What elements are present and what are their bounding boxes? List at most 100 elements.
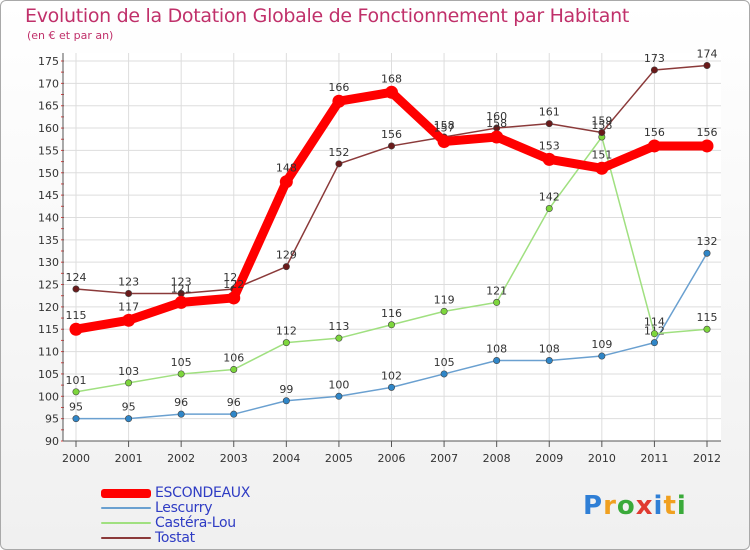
series-lescurry: 95 95 96 96 99 100 102 105 108 108 109 112 132 [69, 235, 718, 423]
proxiti-logo: Proxiti [583, 491, 687, 521]
data-point [493, 357, 501, 365]
chart-title: Evolution de la Dotation Globale de Fonc… [25, 5, 630, 27]
data-point [493, 298, 501, 306]
y-tick-label: 145 [38, 189, 59, 202]
data-label: 105 [434, 356, 455, 369]
data-label: 106 [223, 351, 244, 364]
data-point [72, 415, 80, 423]
data-label: 132 [697, 235, 718, 248]
data-label: 129 [276, 249, 297, 262]
data-point [282, 263, 290, 271]
x-tick-label: 2012 [693, 452, 721, 465]
y-tick-label: 125 [38, 279, 59, 292]
data-point [282, 339, 290, 347]
data-label: 113 [328, 320, 349, 333]
data-label: 112 [276, 325, 297, 338]
legend-swatch [101, 522, 151, 524]
data-point [69, 322, 83, 336]
data-point [387, 142, 395, 150]
data-point [650, 339, 658, 347]
y-tick-label: 130 [38, 256, 59, 269]
data-label: 173 [644, 52, 665, 65]
data-label: 158 [486, 117, 507, 130]
chart-subtitle: (en € et par an) [27, 29, 114, 42]
data-label: 95 [69, 401, 83, 414]
y-tick-label: 175 [38, 55, 59, 68]
data-point [227, 291, 241, 305]
data-point [437, 134, 451, 148]
data-point [72, 388, 80, 396]
data-point [230, 410, 238, 418]
data-point [647, 139, 661, 153]
x-tick-label: 2011 [640, 452, 668, 465]
data-point [122, 313, 136, 327]
x-tick-label: 2000 [62, 452, 90, 465]
data-label: 123 [118, 275, 139, 288]
legend-swatch [101, 537, 151, 539]
logo-letter: r [603, 491, 617, 521]
data-point [332, 94, 346, 108]
y-tick-label: 100 [38, 390, 59, 403]
data-point [598, 352, 606, 360]
y-tick-label: 160 [38, 122, 59, 135]
data-label: 109 [591, 338, 612, 351]
logo-letter: o [616, 491, 636, 521]
y-tick-label: 120 [38, 301, 59, 314]
legend-label: Tostat [155, 530, 195, 546]
x-tick-label: 2003 [220, 452, 248, 465]
data-point [335, 334, 343, 342]
data-point [230, 365, 238, 373]
data-point [174, 295, 188, 309]
data-label: 161 [539, 106, 560, 119]
data-point [545, 357, 553, 365]
data-point [440, 307, 448, 315]
x-tick-label: 2004 [272, 452, 300, 465]
x-tick-label: 2010 [588, 452, 616, 465]
data-label: 108 [486, 343, 507, 356]
data-point [282, 397, 290, 405]
y-tick-label: 140 [38, 211, 59, 224]
data-label: 115 [697, 311, 718, 324]
data-point [703, 249, 711, 257]
data-point [125, 289, 133, 297]
y-tick-label: 105 [38, 368, 59, 381]
x-tick-label: 2005 [325, 452, 353, 465]
data-label: 123 [171, 275, 192, 288]
data-point [125, 379, 133, 387]
logo-letter: P [583, 491, 604, 521]
x-tick-label: 2007 [430, 452, 458, 465]
legend-swatch [101, 488, 151, 498]
data-label: 95 [122, 401, 136, 414]
y-tick-label: 90 [45, 435, 59, 448]
data-label: 166 [328, 81, 349, 94]
data-point [490, 130, 504, 144]
legend-label: Lescurry [155, 500, 213, 516]
data-point [545, 120, 553, 128]
data-point [595, 161, 609, 175]
data-point [703, 325, 711, 333]
data-point [177, 370, 185, 378]
legend-label: Castéra-Lou [155, 515, 236, 531]
data-label: 148 [276, 162, 297, 175]
data-label: 159 [591, 115, 612, 128]
data-label: 152 [328, 146, 349, 159]
data-point [440, 370, 448, 378]
data-point [700, 139, 714, 153]
data-label: 99 [279, 383, 293, 396]
logo-letter: t [663, 491, 677, 521]
y-tick-label: 135 [38, 234, 59, 247]
data-label: 156 [381, 128, 402, 141]
data-label: 142 [539, 191, 560, 204]
y-tick-label: 170 [38, 77, 59, 90]
data-label: 108 [539, 343, 560, 356]
data-point [72, 285, 80, 293]
data-label: 100 [328, 378, 349, 391]
y-tick-label: 95 [45, 413, 59, 426]
data-label: 102 [381, 369, 402, 382]
y-tick-label: 150 [38, 167, 59, 180]
data-label: 168 [381, 72, 402, 85]
data-label: 105 [171, 356, 192, 369]
data-point [279, 175, 293, 189]
